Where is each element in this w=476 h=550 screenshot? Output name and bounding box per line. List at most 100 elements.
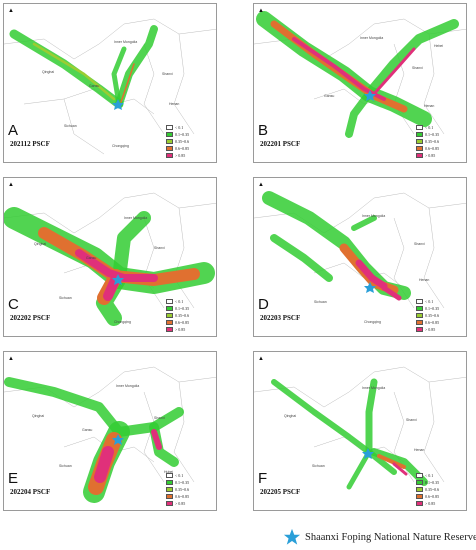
star-marker-icon xyxy=(283,528,301,545)
legend-item: 0.6~0.85 xyxy=(416,319,460,326)
map-panel-a: ▲ Inner Mongolia Qinghai Gansu Shanxi He… xyxy=(3,3,217,163)
legend-swatch xyxy=(416,487,423,492)
legend-swatch xyxy=(166,473,173,478)
label-gansu: Gansu xyxy=(89,84,100,88)
legend-item: 0.1~0.35 xyxy=(166,479,210,486)
legend-swatch xyxy=(166,501,173,506)
legend-swatch xyxy=(416,320,423,325)
label-sichuan: Sichuan xyxy=(64,124,77,128)
legend-item: 0.6~0.85 xyxy=(416,145,460,152)
label-inner-mongolia: Inner Mongolia xyxy=(124,216,148,220)
panel-title: 202202 PSCF xyxy=(10,314,51,322)
label-shanxi: Shanxi xyxy=(412,66,423,70)
legend-swatch xyxy=(166,313,173,318)
legend-swatch xyxy=(416,327,423,332)
legend-swatch xyxy=(416,473,423,478)
legend-item: 0.35~0.6 xyxy=(166,312,210,319)
north-arrow-icon: ▲ xyxy=(8,8,14,14)
legend-item: 0.35~0.6 xyxy=(416,312,460,319)
label-shanxi: Shanxi xyxy=(162,72,173,76)
label-gansu: Gansu xyxy=(82,428,93,432)
legend-swatch xyxy=(416,132,423,137)
panel-title: 202205 PSCF xyxy=(260,488,301,496)
legend-item: 0.6~0.85 xyxy=(416,493,460,500)
legend-item: 0.6~0.85 xyxy=(166,319,210,326)
north-arrow-icon: ▲ xyxy=(258,356,264,362)
map-panel-c: ▲ Inner Mongolia Qinghai Gansu Shanxi Si… xyxy=(3,177,217,337)
legend-item: 0.35~0.6 xyxy=(416,138,460,145)
legend-item: 0.35~0.6 xyxy=(166,486,210,493)
label-gansu: Gansu xyxy=(324,94,335,98)
label-chongqing: Chongqing xyxy=(364,320,381,324)
legend-item: < 0.1 xyxy=(416,298,460,305)
label-inner-mongolia: Inner Mongolia xyxy=(114,40,138,44)
map-panel-e: ▲ Inner Mongolia Qinghai Gansu Shanxi Si… xyxy=(3,351,217,511)
panel-letter: B xyxy=(258,122,269,139)
legend-item: 0.6~0.85 xyxy=(166,493,210,500)
panel-title: 202201 PSCF xyxy=(260,140,301,148)
north-arrow-icon: ▲ xyxy=(8,182,14,188)
legend-item: 0.1~0.35 xyxy=(166,305,210,312)
label-qinghai: Qinghai xyxy=(32,414,45,418)
north-arrow-icon: ▲ xyxy=(258,182,264,188)
legend-item: < 0.1 xyxy=(416,472,460,479)
label-shanxi: Shanxi xyxy=(414,242,425,246)
legend-swatch xyxy=(416,501,423,506)
legend-swatch xyxy=(166,139,173,144)
label-inner-mongolia: Inner Mongolia xyxy=(116,384,140,388)
label-inner-mongolia: Inner Mongolia xyxy=(362,214,386,218)
panel-title: 202112 PSCF xyxy=(10,140,50,148)
pscf-legend: < 0.1 0.1~0.35 0.35~0.6 0.6~0.85 > 0.85 xyxy=(166,298,210,333)
legend-swatch xyxy=(416,480,423,485)
panel-title: 202203 PSCF xyxy=(260,314,301,322)
label-sichuan: Sichuan xyxy=(314,300,327,304)
legend-item: < 0.1 xyxy=(166,472,210,479)
legend-item: 0.35~0.6 xyxy=(166,138,210,145)
legend-swatch xyxy=(416,299,423,304)
legend-swatch xyxy=(166,153,173,158)
legend-swatch xyxy=(416,125,423,130)
legend-swatch xyxy=(416,313,423,318)
label-shanxi: Shanxi xyxy=(406,418,417,422)
label-shanxi: Shanxi xyxy=(154,246,165,250)
label-chongqing: Chongqing xyxy=(114,320,131,324)
legend-item: > 0.85 xyxy=(416,500,460,507)
legend-swatch xyxy=(166,494,173,499)
label-hebei: Hebei xyxy=(434,44,444,48)
legend-item: < 0.1 xyxy=(416,124,460,131)
pscf-legend: < 0.1 0.1~0.35 0.35~0.6 0.6~0.85 > 0.85 xyxy=(416,124,460,159)
legend-item: 0.1~0.35 xyxy=(166,131,210,138)
label-henan: Henan xyxy=(414,448,425,452)
legend-swatch xyxy=(416,494,423,499)
panel-letter: D xyxy=(258,296,269,313)
pscf-legend: < 0.1 0.1~0.35 0.35~0.6 0.6~0.85 > 0.85 xyxy=(416,472,460,507)
legend-item: > 0.85 xyxy=(166,500,210,507)
legend-swatch xyxy=(416,306,423,311)
label-gansu: Gansu xyxy=(86,256,97,260)
label-qinghai: Qinghai xyxy=(34,242,47,246)
reserve-marker-legend: Shaanxi Foping National Nature Reserve xyxy=(283,528,476,546)
legend-item: 0.1~0.35 xyxy=(416,131,460,138)
label-sichuan: Sichuan xyxy=(312,464,325,468)
pscf-map-b xyxy=(254,11,466,138)
pscf-legend: < 0.1 0.1~0.35 0.35~0.6 0.6~0.85 > 0.85 xyxy=(416,298,460,333)
legend-item: 0.1~0.35 xyxy=(416,305,460,312)
legend-item: > 0.85 xyxy=(416,326,460,333)
label-inner-mongolia: Inner Mongolia xyxy=(362,386,386,390)
panel-letter: F xyxy=(258,470,268,487)
label-hubei: Hubei xyxy=(164,470,174,474)
map-panel-d: ▲ Inner Mongolia Shanxi Henan Sichuan Ch… xyxy=(253,177,467,337)
legend-swatch xyxy=(166,132,173,137)
legend-item: > 0.85 xyxy=(166,152,210,159)
north-arrow-icon: ▲ xyxy=(258,8,264,14)
legend-item: > 0.85 xyxy=(166,326,210,333)
label-qinghai: Qinghai xyxy=(42,70,55,74)
panel-letter: E xyxy=(8,470,19,487)
map-panel-f: ▲ Inner Mongolia Qinghai Shanxi Sichuan … xyxy=(253,351,467,511)
legend-swatch xyxy=(416,153,423,158)
north-arrow-icon: ▲ xyxy=(8,356,14,362)
legend-swatch xyxy=(166,306,173,311)
label-inner-mongolia: Inner Mongolia xyxy=(360,36,384,40)
pscf-legend: < 0.1 0.1~0.35 0.35~0.6 0.6~0.85 > 0.85 xyxy=(166,472,210,507)
legend-item: > 0.85 xyxy=(416,152,460,159)
